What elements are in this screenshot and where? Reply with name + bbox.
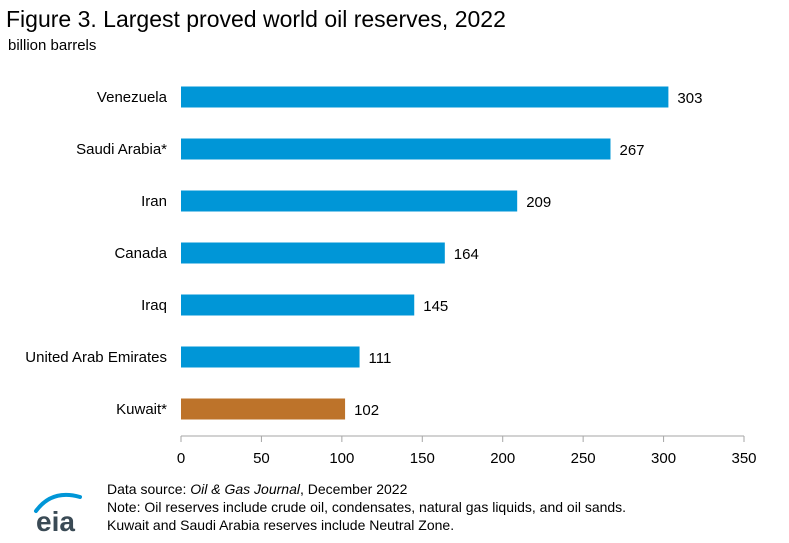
x-tick-label: 50 [253, 450, 270, 467]
bar [181, 242, 445, 264]
note-line-2: Kuwait and Saudi Arabia reserves include… [107, 517, 455, 533]
unit-label: billion barrels [8, 37, 97, 54]
data-label: 209 [526, 194, 551, 211]
x-tick-label: 300 [651, 450, 676, 467]
category-label: Kuwait* [116, 401, 167, 418]
bar [181, 138, 611, 160]
bar [181, 398, 346, 420]
x-tick-label: 250 [571, 450, 596, 467]
bar [181, 346, 360, 368]
bar-chart: Venezuela 303 Saudi Arabia* 267 Iran 209 Canad… [25, 86, 757, 467]
data-source-name: Oil & Gas Journal [190, 481, 300, 497]
data-label: 111 [369, 350, 392, 367]
category-label: Iran [141, 193, 167, 210]
note-line: Note: Oil reserves include crude oil, co… [107, 499, 627, 515]
bar [181, 190, 518, 212]
data-source-line: Data source: Oil & Gas Journal, December… [107, 481, 408, 497]
category-label: Saudi Arabia* [76, 141, 167, 158]
x-tick-label: 100 [329, 450, 354, 467]
x-tick-label: 0 [177, 450, 185, 467]
category-label: Canada [114, 245, 167, 262]
bar [181, 86, 669, 108]
data-label: 164 [454, 246, 479, 263]
bar [181, 294, 415, 316]
data-label: 303 [677, 90, 702, 107]
data-label: 267 [619, 142, 644, 159]
category-label: Venezuela [97, 89, 168, 106]
x-tick-label: 350 [731, 450, 756, 467]
data-label: 145 [423, 298, 448, 315]
x-tick-label: 150 [410, 450, 435, 467]
logo-arc [34, 492, 82, 513]
x-tick-label: 200 [490, 450, 515, 467]
eia-logo: eia [34, 492, 82, 535]
category-label: Iraq [141, 297, 167, 314]
chart-title: Figure 3. Largest proved world oil reser… [6, 6, 506, 32]
chart-footer: Data source: Oil & Gas Journal, December… [107, 480, 626, 534]
data-label: 102 [354, 402, 379, 419]
logo-text: eia [36, 506, 75, 535]
category-label: United Arab Emirates [25, 349, 167, 366]
